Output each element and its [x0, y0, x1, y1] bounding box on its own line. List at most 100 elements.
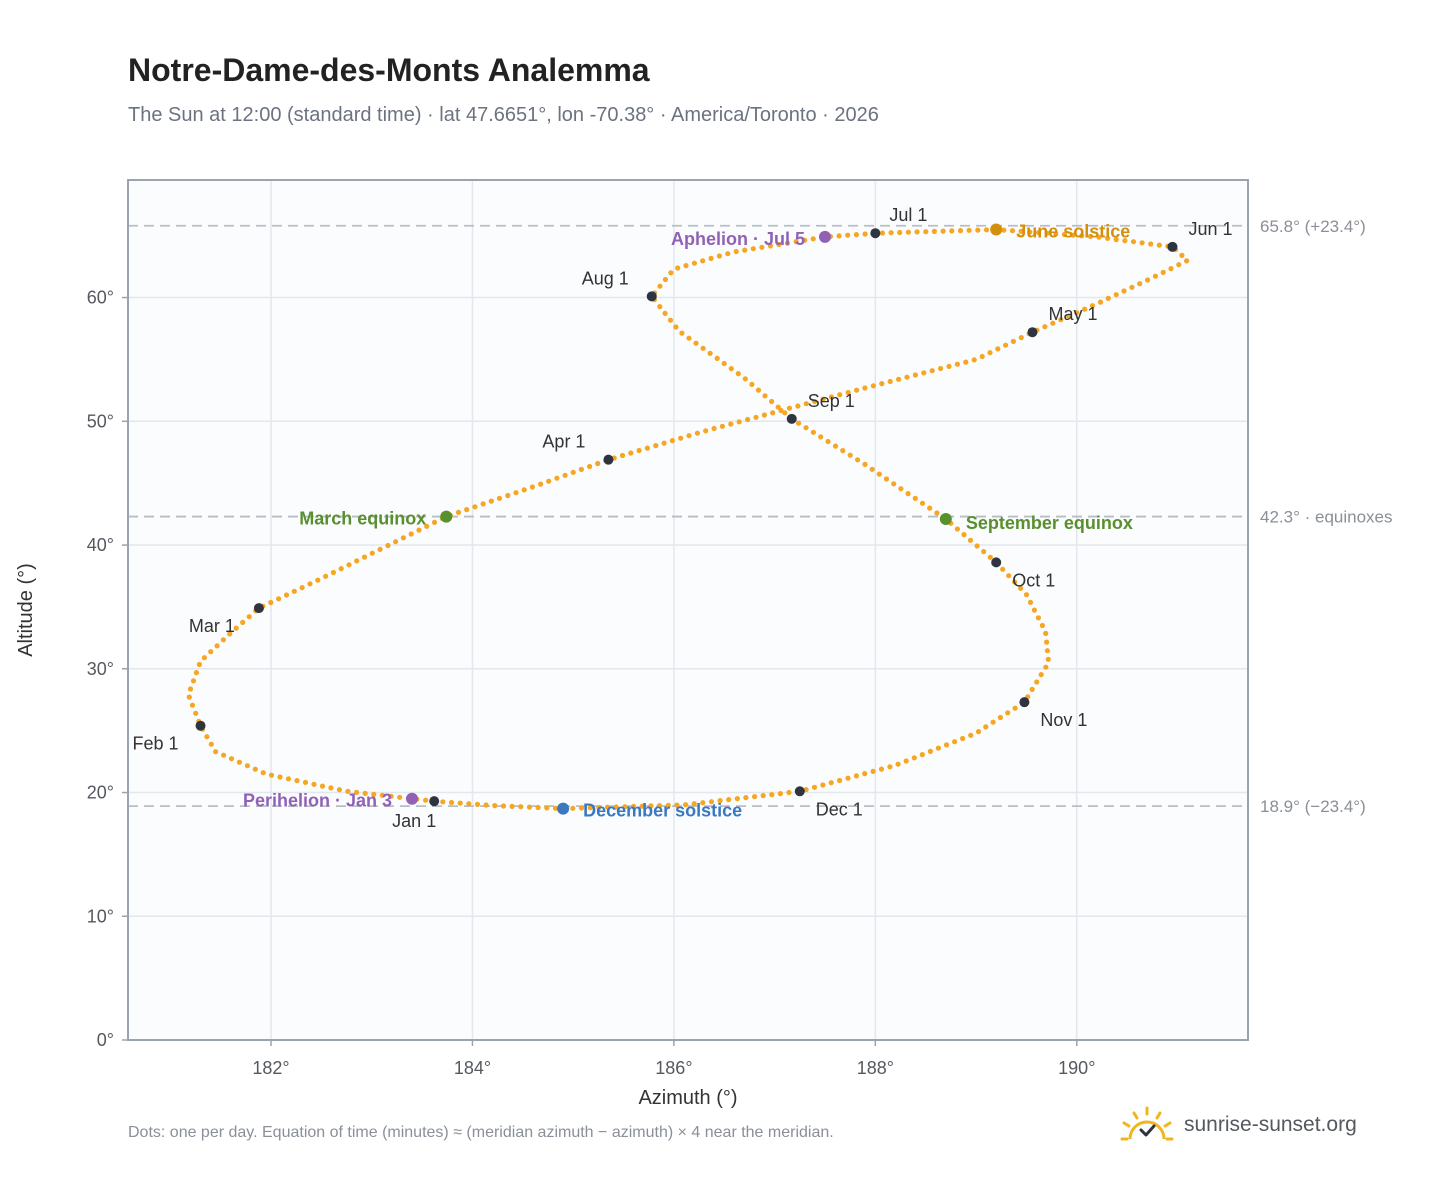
daily-dot	[911, 755, 917, 761]
daily-dot	[1018, 228, 1024, 234]
daily-dot	[653, 443, 659, 449]
y-tick-label: 30°	[87, 659, 114, 679]
daily-dot	[1035, 615, 1041, 621]
daily-dot	[518, 804, 524, 810]
daily-dot	[981, 549, 987, 555]
sun-logo-icon	[1120, 1106, 1174, 1141]
daily-dot	[628, 450, 634, 456]
daily-dot	[661, 440, 667, 446]
daily-dot	[554, 475, 560, 481]
plot-area	[128, 180, 1248, 1040]
month-marker	[603, 454, 614, 465]
daily-dot	[1027, 229, 1033, 235]
daily-dot	[668, 270, 674, 276]
daily-dot	[708, 799, 715, 805]
chart-subtitle: The Sun at 12:00 (standard time) · lat 4…	[128, 104, 879, 126]
daily-dot	[228, 756, 235, 762]
daily-dot	[983, 724, 989, 730]
daily-dot	[716, 253, 723, 259]
daily-dot	[954, 526, 961, 532]
footnote: Dots: one per day. Equation of time (min…	[128, 1124, 834, 1141]
daily-dot	[949, 228, 955, 234]
daily-dot	[904, 374, 910, 380]
daily-dot	[526, 804, 533, 810]
daily-dot	[377, 546, 383, 553]
daily-dot	[782, 410, 788, 416]
daily-dot	[960, 735, 966, 742]
daily-dot	[896, 376, 902, 382]
daily-dot	[820, 396, 826, 402]
event-marker	[557, 802, 570, 815]
daily-dot	[1122, 238, 1128, 244]
daily-dot	[987, 350, 993, 356]
daily-dot	[187, 686, 194, 692]
month-label: Sep 1	[808, 391, 855, 411]
daily-dot	[1145, 277, 1151, 283]
reference-line-label: 65.8° (+23.4°)	[1260, 217, 1366, 236]
daily-dot	[943, 742, 950, 748]
daily-dot	[897, 229, 903, 236]
daily-dot	[472, 504, 478, 510]
daily-dot	[1079, 233, 1085, 239]
daily-dot	[521, 487, 527, 493]
daily-dot	[578, 466, 585, 472]
daily-dot	[431, 519, 438, 526]
daily-dot	[657, 304, 663, 310]
daily-dot	[679, 330, 685, 336]
daily-dot	[201, 655, 207, 661]
month-marker	[1027, 327, 1038, 338]
daily-dot	[595, 460, 601, 467]
daily-dot	[975, 227, 981, 233]
daily-dot	[631, 803, 637, 810]
daily-dot	[311, 781, 317, 787]
daily-dot	[694, 430, 701, 436]
daily-dot	[742, 247, 748, 253]
daily-dot	[562, 472, 568, 478]
month-marker	[195, 720, 206, 731]
daily-dot	[952, 739, 958, 745]
month-marker	[870, 228, 881, 239]
daily-dot	[674, 802, 680, 808]
event-marker	[990, 223, 1003, 236]
daily-dot	[743, 795, 749, 801]
daily-dot	[742, 376, 748, 382]
daily-dot	[749, 381, 755, 387]
daily-dot	[1012, 705, 1018, 711]
daily-dot	[828, 780, 834, 786]
daily-dot	[1053, 231, 1059, 237]
y-tick-label: 60°	[87, 288, 114, 308]
daily-dot	[388, 793, 394, 799]
daily-dot	[733, 248, 739, 255]
y-tick-label: 40°	[87, 535, 114, 555]
daily-dot	[879, 230, 886, 236]
daily-dot	[196, 661, 202, 668]
daily-dot	[912, 372, 919, 378]
daily-dot	[752, 794, 758, 800]
daily-dot	[845, 232, 851, 238]
daily-dot	[1121, 288, 1127, 294]
brand[interactable]: sunrise-sunset.org	[1120, 1100, 1357, 1150]
daily-dot	[1010, 338, 1017, 344]
daily-dot	[1082, 306, 1088, 312]
daily-dot	[923, 229, 929, 235]
daily-dot	[587, 463, 593, 470]
daily-dot	[379, 792, 385, 798]
daily-dot	[708, 255, 714, 261]
daily-dot	[963, 359, 969, 365]
daily-dot	[775, 404, 781, 410]
month-label: Apr 1	[542, 432, 585, 452]
daily-dot	[1006, 573, 1012, 579]
daily-dot	[693, 340, 699, 346]
daily-dot	[1044, 648, 1050, 654]
daily-dot	[683, 802, 689, 808]
daily-dot	[961, 532, 967, 538]
daily-dot	[1044, 639, 1050, 645]
daily-dot	[480, 501, 486, 507]
daily-dot	[578, 805, 585, 811]
x-tick-label: 188°	[857, 1058, 894, 1078]
daily-dot	[786, 789, 792, 796]
daily-dot	[811, 784, 818, 790]
plot-frame	[127, 179, 1249, 1041]
daily-dot	[276, 596, 282, 602]
daily-dot	[1130, 239, 1137, 245]
